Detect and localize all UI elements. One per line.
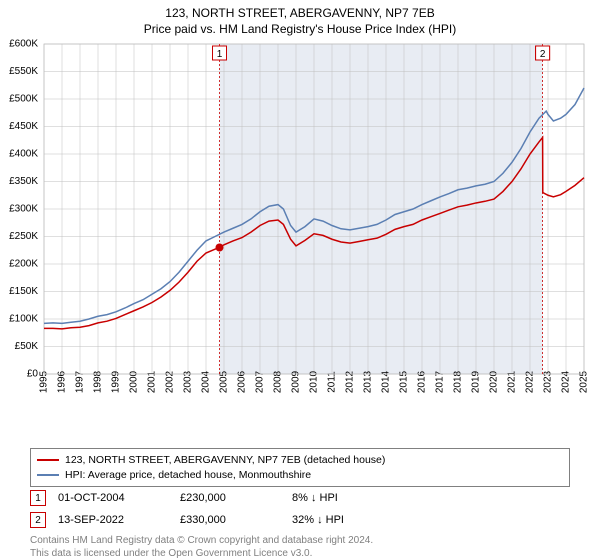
legend-swatch <box>37 474 59 476</box>
licence-text: Contains HM Land Registry data © Crown c… <box>30 534 373 560</box>
svg-text:£300K: £300K <box>9 204 38 215</box>
chart-subtitle: Price paid vs. HM Land Registry's House … <box>0 20 600 36</box>
sale-marker: 1 <box>30 490 46 506</box>
sale-record: 1 01-OCT-2004 £230,000 8% ↓ HPI <box>30 490 338 506</box>
svg-text:£600K: £600K <box>9 39 38 50</box>
sale-marker: 2 <box>30 512 46 528</box>
legend-item: HPI: Average price, detached house, Monm… <box>37 468 563 483</box>
svg-text:£350K: £350K <box>9 176 38 187</box>
legend-swatch <box>37 459 59 461</box>
sale-date: 13-SEP-2022 <box>58 514 168 526</box>
sale-price: £230,000 <box>180 492 280 504</box>
svg-text:£50K: £50K <box>15 341 39 352</box>
legend-label: HPI: Average price, detached house, Monm… <box>65 468 311 483</box>
chart-title: 123, NORTH STREET, ABERGAVENNY, NP7 7EB <box>0 0 600 20</box>
svg-text:£550K: £550K <box>9 66 38 77</box>
svg-text:£100K: £100K <box>9 314 38 325</box>
sale-delta: 8% ↓ HPI <box>292 492 338 504</box>
sale-date: 01-OCT-2004 <box>58 492 168 504</box>
svg-text:£200K: £200K <box>9 259 38 270</box>
sale-delta: 32% ↓ HPI <box>292 514 344 526</box>
licence-line: Contains HM Land Registry data © Crown c… <box>30 534 373 547</box>
svg-text:£400K: £400K <box>9 149 38 160</box>
svg-text:£450K: £450K <box>9 121 38 132</box>
svg-text:£0: £0 <box>27 369 39 380</box>
svg-text:£250K: £250K <box>9 231 38 242</box>
svg-text:£500K: £500K <box>9 94 38 105</box>
sale-record: 2 13-SEP-2022 £330,000 32% ↓ HPI <box>30 512 344 528</box>
legend-label: 123, NORTH STREET, ABERGAVENNY, NP7 7EB … <box>65 453 385 468</box>
legend: 123, NORTH STREET, ABERGAVENNY, NP7 7EB … <box>30 448 570 487</box>
sale-price: £330,000 <box>180 514 280 526</box>
line-chart: £0£50K£100K£150K£200K£250K£300K£350K£400… <box>44 44 588 412</box>
svg-text:1: 1 <box>217 49 223 60</box>
legend-item: 123, NORTH STREET, ABERGAVENNY, NP7 7EB … <box>37 453 563 468</box>
svg-text:£150K: £150K <box>9 286 38 297</box>
licence-line: This data is licensed under the Open Gov… <box>30 547 373 560</box>
svg-text:2: 2 <box>540 49 546 60</box>
